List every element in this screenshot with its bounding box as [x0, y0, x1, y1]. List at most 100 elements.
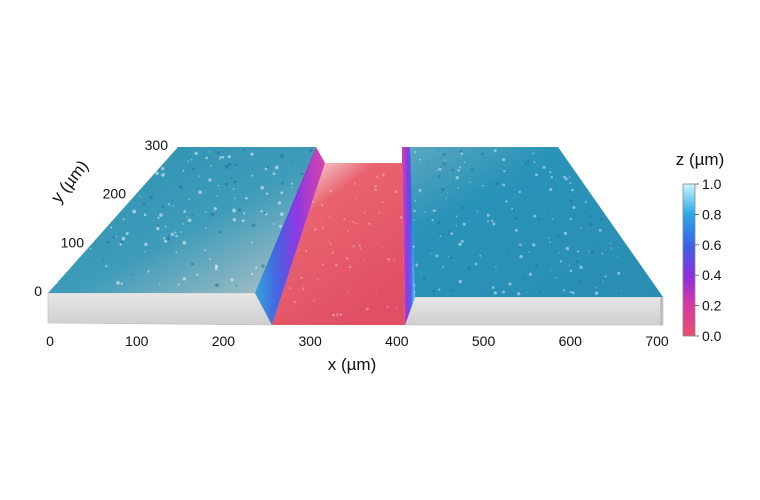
surface-speckle	[143, 213, 147, 217]
surface-speckle	[438, 150, 440, 152]
surface-speckle	[549, 188, 553, 192]
surface-speckle	[458, 279, 463, 284]
surface-speckle	[562, 289, 565, 292]
surface-speckle	[209, 217, 212, 220]
surface-speckle	[300, 172, 304, 176]
colorbar-gradient	[682, 183, 696, 337]
colorbar-tick-label: 0.8	[702, 206, 722, 222]
surface-speckle	[549, 241, 551, 244]
surface-speckle	[526, 291, 528, 293]
surface-speckle	[507, 252, 509, 255]
surface-speckle	[132, 209, 137, 214]
surface-speckle	[260, 210, 263, 213]
surface-speckle	[280, 191, 284, 195]
surface-speckle	[230, 278, 234, 282]
surface-speckle	[502, 290, 505, 294]
x-tick-label: 700	[645, 333, 669, 349]
surface-speckle	[442, 162, 446, 166]
surface-speckle	[242, 148, 246, 152]
surface-speckle	[414, 291, 416, 293]
surface-speckle	[233, 180, 237, 184]
surface-speckle	[482, 290, 485, 292]
surface-speckle	[460, 152, 462, 154]
surface-speckle	[230, 176, 233, 180]
surface-speckle	[346, 290, 349, 293]
surface-speckle	[449, 256, 453, 260]
surface-speckle	[376, 293, 378, 295]
surface-speckle	[537, 217, 541, 221]
surface-speckle	[527, 159, 530, 163]
surface-speckle	[175, 274, 178, 276]
surface-speckle	[600, 217, 604, 221]
surface-speckle	[549, 171, 552, 174]
surface-speckle	[493, 185, 495, 187]
surface-speckle	[260, 186, 265, 190]
surface-speckle	[544, 274, 547, 276]
surface-speckle	[161, 167, 165, 171]
surface-speckle	[314, 228, 317, 231]
x-tick-label: 500	[472, 333, 496, 349]
surface-speckle	[514, 217, 517, 220]
surface-speckle	[322, 226, 324, 229]
surface-speckle	[179, 185, 183, 189]
surface-speckle	[210, 165, 212, 167]
surface-speckle	[601, 252, 604, 255]
surface-speckle	[617, 271, 621, 275]
surface-speckle	[358, 244, 361, 247]
surface-speckle	[565, 246, 570, 251]
surface-speckle	[272, 172, 276, 176]
surface-speckle	[125, 231, 129, 235]
surface-speckle	[524, 161, 528, 165]
surface-speckle	[159, 283, 161, 285]
surface-speckle	[431, 219, 434, 222]
surface-speckle	[569, 218, 573, 221]
surface-speckle	[157, 216, 160, 220]
surface-speckle	[375, 175, 378, 178]
surface-speckle	[412, 245, 415, 248]
surface-speckle	[329, 189, 333, 193]
surface-speckle	[568, 176, 571, 179]
surface-speckle	[576, 250, 580, 253]
x-axis-label: x (µm)	[328, 355, 377, 374]
surface-speckle	[519, 255, 523, 259]
surface-speckle	[480, 152, 484, 156]
surface-speckle	[476, 210, 479, 213]
surface-speckle	[399, 216, 403, 219]
surface-speckle	[457, 187, 460, 189]
surface-speckle	[279, 154, 284, 158]
surface-speckle	[346, 257, 349, 260]
surface-speckle	[183, 210, 186, 213]
surface-speckle	[261, 264, 265, 268]
surface-speckle	[440, 166, 443, 169]
surface-speckle	[578, 264, 580, 266]
surface-speckle	[563, 175, 567, 179]
surface-speckle	[413, 284, 416, 287]
surface-speckle	[214, 265, 218, 269]
surface-speckle	[387, 258, 390, 261]
y-tick-label: 200	[103, 186, 127, 202]
surface-speckle	[216, 195, 218, 197]
surface-speckle	[353, 182, 356, 185]
surface-speckle	[187, 218, 192, 223]
surface-speckle	[234, 197, 236, 200]
surface-speckle	[228, 162, 232, 167]
surface-speckle	[542, 165, 546, 169]
surface-speckle	[493, 149, 497, 153]
surface-speckle	[381, 201, 384, 203]
surface-speckle	[89, 247, 92, 250]
surface-speckle	[588, 250, 590, 252]
surface-speckle	[505, 200, 508, 203]
surface-speckle	[532, 152, 535, 155]
surface-speckle	[234, 163, 237, 167]
surface-speckle	[218, 158, 221, 160]
surface-speckle	[187, 160, 189, 163]
x-tick-label: 200	[212, 333, 236, 349]
surface-speckle	[535, 173, 538, 177]
colorbar-tick-label: 0.0	[702, 328, 722, 344]
surface-speckle	[205, 156, 208, 160]
surface-speckle	[438, 167, 442, 171]
surface-speckle	[652, 290, 655, 293]
surface-speckle	[221, 155, 225, 159]
surface-speckle	[514, 228, 518, 232]
surface-speckle	[232, 187, 235, 190]
